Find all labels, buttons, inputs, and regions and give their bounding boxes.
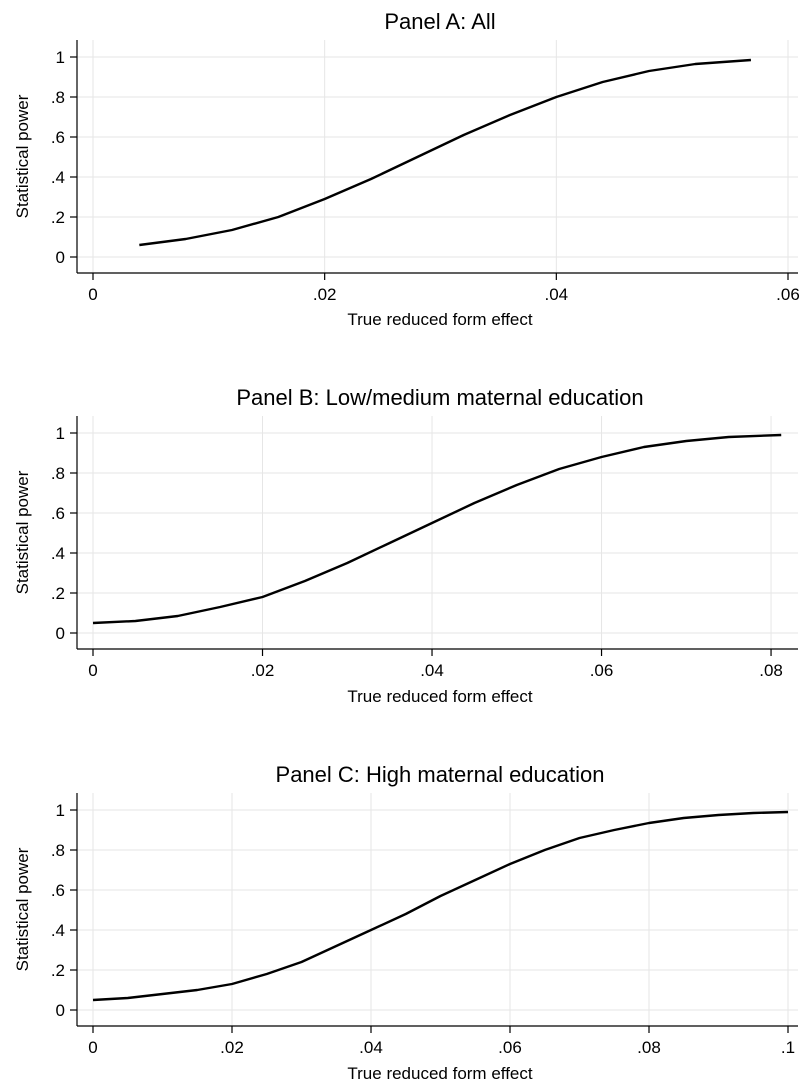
x-tick-label: .02 [313, 285, 337, 304]
y-tick-label: .4 [51, 921, 65, 940]
power-curve-line [92, 810, 789, 1002]
x-tick-label: 0 [88, 285, 97, 304]
x-tick-label: 0 [88, 1038, 97, 1057]
power-curve-line [139, 58, 752, 247]
x-tick-label: .08 [637, 1038, 661, 1057]
y-tick-label: .4 [51, 544, 65, 563]
y-tick-label: .6 [51, 504, 65, 523]
panel-title: Panel A: All [384, 9, 495, 34]
x-axis-title: True reduced form effect [347, 310, 532, 329]
y-tick-label: 0 [56, 248, 65, 267]
y-tick-label: .8 [51, 464, 65, 483]
y-tick-label: .4 [51, 168, 65, 187]
x-tick-label: .02 [220, 1038, 244, 1057]
x-tick-label: .02 [251, 661, 275, 680]
power-curve-line [92, 433, 782, 625]
panel-a: 0 .2 .4 .6 .8 1 0 .02 .04 .06 Panel A: All True red… [13, 9, 800, 329]
y-tick-label: .2 [51, 584, 65, 603]
x-tick-label: .08 [759, 661, 783, 680]
x-tick-label: .04 [420, 661, 444, 680]
y-tick-label: .8 [51, 88, 65, 107]
x-tick-label: .06 [590, 661, 614, 680]
y-tick-label: 0 [56, 624, 65, 643]
y-tick-label: .6 [51, 881, 65, 900]
panel-b: 0 .2 .4 .6 .8 1 0 .02 .04 .06 .08 Panel B: Low/medi… [13, 385, 798, 706]
y-tick-label: .8 [51, 841, 65, 860]
x-tick-label: .06 [776, 285, 800, 304]
panel-title: Panel C: High maternal education [276, 762, 605, 787]
y-tick-label: .2 [51, 208, 65, 227]
x-tick-label: .1 [781, 1038, 795, 1057]
y-axis-title: Statistical power [13, 470, 32, 594]
panel-title: Panel B: Low/medium maternal education [236, 385, 643, 410]
y-tick-label: .6 [51, 128, 65, 147]
x-axis-title: True reduced form effect [347, 687, 532, 706]
panel-c: 0 .2 .4 .6 .8 1 0 .02 .04 .06 .08 .1 Panel C: High m… [13, 762, 798, 1083]
x-tick-label: .06 [498, 1038, 522, 1057]
y-tick-label: 1 [56, 801, 65, 820]
y-tick-label: 1 [56, 48, 65, 67]
y-axis-title: Statistical power [13, 847, 32, 971]
y-axis-title: Statistical power [13, 94, 32, 218]
x-tick-label: .04 [545, 285, 569, 304]
x-tick-label: 0 [88, 661, 97, 680]
y-tick-label: 0 [56, 1001, 65, 1020]
y-tick-label: .2 [51, 961, 65, 980]
x-axis-title: True reduced form effect [347, 1064, 532, 1083]
x-tick-label: .04 [359, 1038, 383, 1057]
y-tick-label: 1 [56, 424, 65, 443]
